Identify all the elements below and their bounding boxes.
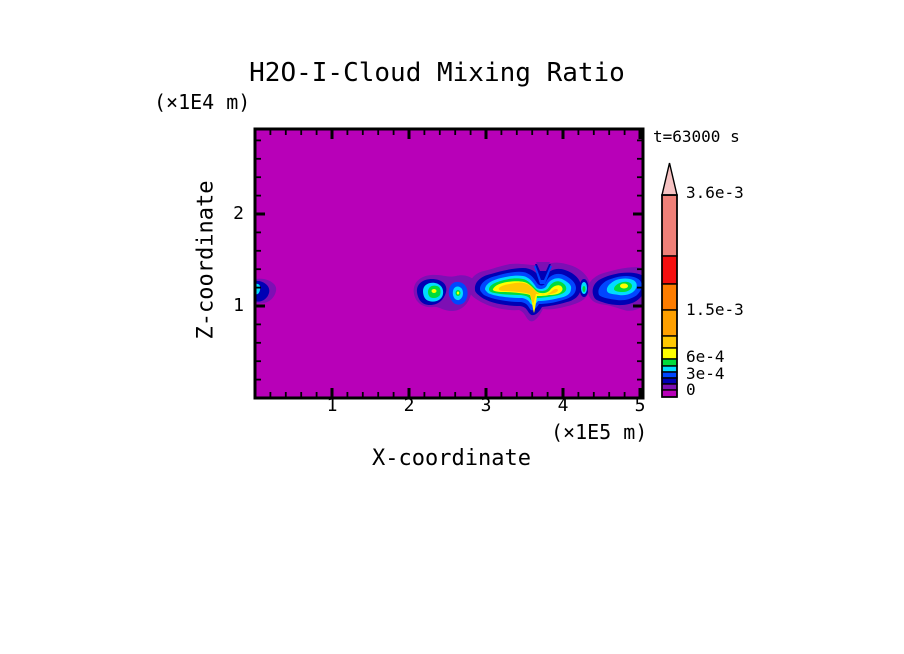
colorbar-label: 0 xyxy=(686,380,696,399)
cloud-contour xyxy=(582,286,586,292)
colorbar-label: 6e-4 xyxy=(686,347,725,366)
x-tick-label: 3 xyxy=(480,395,492,416)
cloud-contour xyxy=(456,291,460,295)
x-axis-unit-label: (×1E5 m) xyxy=(551,420,648,444)
colorbar-segment xyxy=(661,335,678,349)
colorbar-segment xyxy=(661,347,678,360)
plot-background xyxy=(255,129,643,398)
colorbar-segment xyxy=(661,309,678,337)
colorbar-segment xyxy=(661,389,678,398)
z-axis-unit-label: (×1E4 m) xyxy=(154,90,251,114)
plot-frame xyxy=(253,127,645,400)
x-tick-label: 5 xyxy=(634,395,646,416)
colorbar-segment xyxy=(661,371,678,379)
z-tick-label: 1 xyxy=(233,295,244,316)
z-tick-label: 2 xyxy=(233,203,244,224)
colorbar-overflow-triangle xyxy=(661,162,678,196)
cloud-layer xyxy=(255,262,643,322)
colorbar-segment xyxy=(661,358,678,367)
cloud-contour xyxy=(498,282,558,304)
colorbar-segment xyxy=(661,283,678,311)
cloud-contour xyxy=(536,262,550,271)
cloud-contour xyxy=(431,289,437,293)
colorbar-segment xyxy=(661,194,678,257)
x-axis-title: X-coordinate xyxy=(372,446,531,471)
cloud-contour xyxy=(620,283,628,289)
colorbar-segment xyxy=(661,365,678,373)
x-tick-label: 1 xyxy=(326,395,338,416)
colorbar-border xyxy=(661,194,678,398)
time-annotation: t=63000 s xyxy=(653,127,740,146)
colorbar-segment xyxy=(661,255,678,285)
x-tick-label: 2 xyxy=(403,395,415,416)
colorbar-label: 3.6e-3 xyxy=(686,183,744,202)
colorbar-label: 1.5e-3 xyxy=(686,300,744,319)
colorbar-segment xyxy=(661,383,678,391)
colorbar-segment xyxy=(661,377,678,385)
colorbar-label: 3e-4 xyxy=(686,364,725,383)
page-title: H2O-I-Cloud Mixing Ratio xyxy=(249,58,625,88)
x-tick-label: 4 xyxy=(557,395,569,416)
